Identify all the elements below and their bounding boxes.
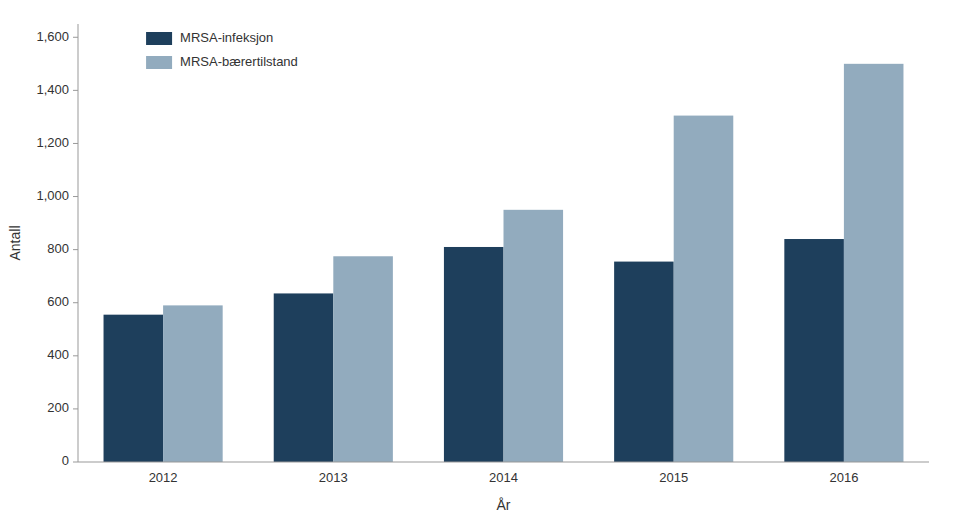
- y-tick-label: 400: [47, 347, 69, 362]
- y-tick-label: 200: [47, 400, 69, 415]
- y-tick: [73, 408, 78, 409]
- y-axis-title: Antall: [7, 225, 23, 260]
- bar: [333, 256, 393, 462]
- y-tick: [73, 249, 78, 250]
- x-tick-label: 2014: [489, 470, 518, 485]
- y-tick-label: 0: [62, 453, 69, 468]
- legend-swatch: [146, 56, 172, 69]
- x-tick-label: 2016: [829, 470, 858, 485]
- y-tick: [73, 143, 78, 144]
- x-tick-label: 2013: [319, 470, 348, 485]
- y-tick-label: 1,400: [36, 82, 69, 97]
- chart: 02004006008001,0001,2001,4001,6002012201…: [0, 0, 953, 524]
- legend-swatch: [146, 32, 172, 45]
- chart-container: 02004006008001,0001,2001,4001,6002012201…: [0, 0, 953, 524]
- x-axis-line: [78, 462, 929, 463]
- legend-label: MRSA-infeksjon: [180, 30, 273, 45]
- bar: [444, 247, 504, 462]
- legend-label: MRSA-bærertilstand: [180, 54, 298, 69]
- y-tick: [73, 37, 78, 38]
- bar: [674, 116, 734, 462]
- y-tick-label: 600: [47, 294, 69, 309]
- y-axis-line: [78, 24, 79, 462]
- bars: [104, 64, 904, 462]
- bar: [104, 315, 164, 462]
- bar: [844, 64, 904, 462]
- y-axis: 0 200 400 600 800 1,000 1,200 1,400 1,600: [36, 24, 78, 468]
- bar: [784, 239, 844, 462]
- y-tick-label: 800: [47, 241, 69, 256]
- x-tick-label: 2012: [149, 470, 178, 485]
- y-tick-label: 1,600: [36, 29, 69, 44]
- y-tick: [73, 196, 78, 197]
- y-tick: [73, 302, 78, 303]
- bar: [274, 293, 334, 462]
- y-tick: [73, 355, 78, 356]
- bar: [504, 210, 564, 462]
- y-tick: [73, 90, 78, 91]
- bar: [614, 262, 674, 462]
- legend: MRSA-infeksjon MRSA-bærertilstand: [146, 30, 298, 69]
- bar: [163, 305, 223, 462]
- x-axis: 2012 2013 2014 2015 2016: [78, 462, 929, 485]
- y-tick: [73, 462, 78, 463]
- x-tick-label: 2015: [659, 470, 688, 485]
- x-axis-title: År: [497, 497, 511, 513]
- y-tick-label: 1,200: [36, 135, 69, 150]
- y-tick-label: 1,000: [36, 188, 69, 203]
